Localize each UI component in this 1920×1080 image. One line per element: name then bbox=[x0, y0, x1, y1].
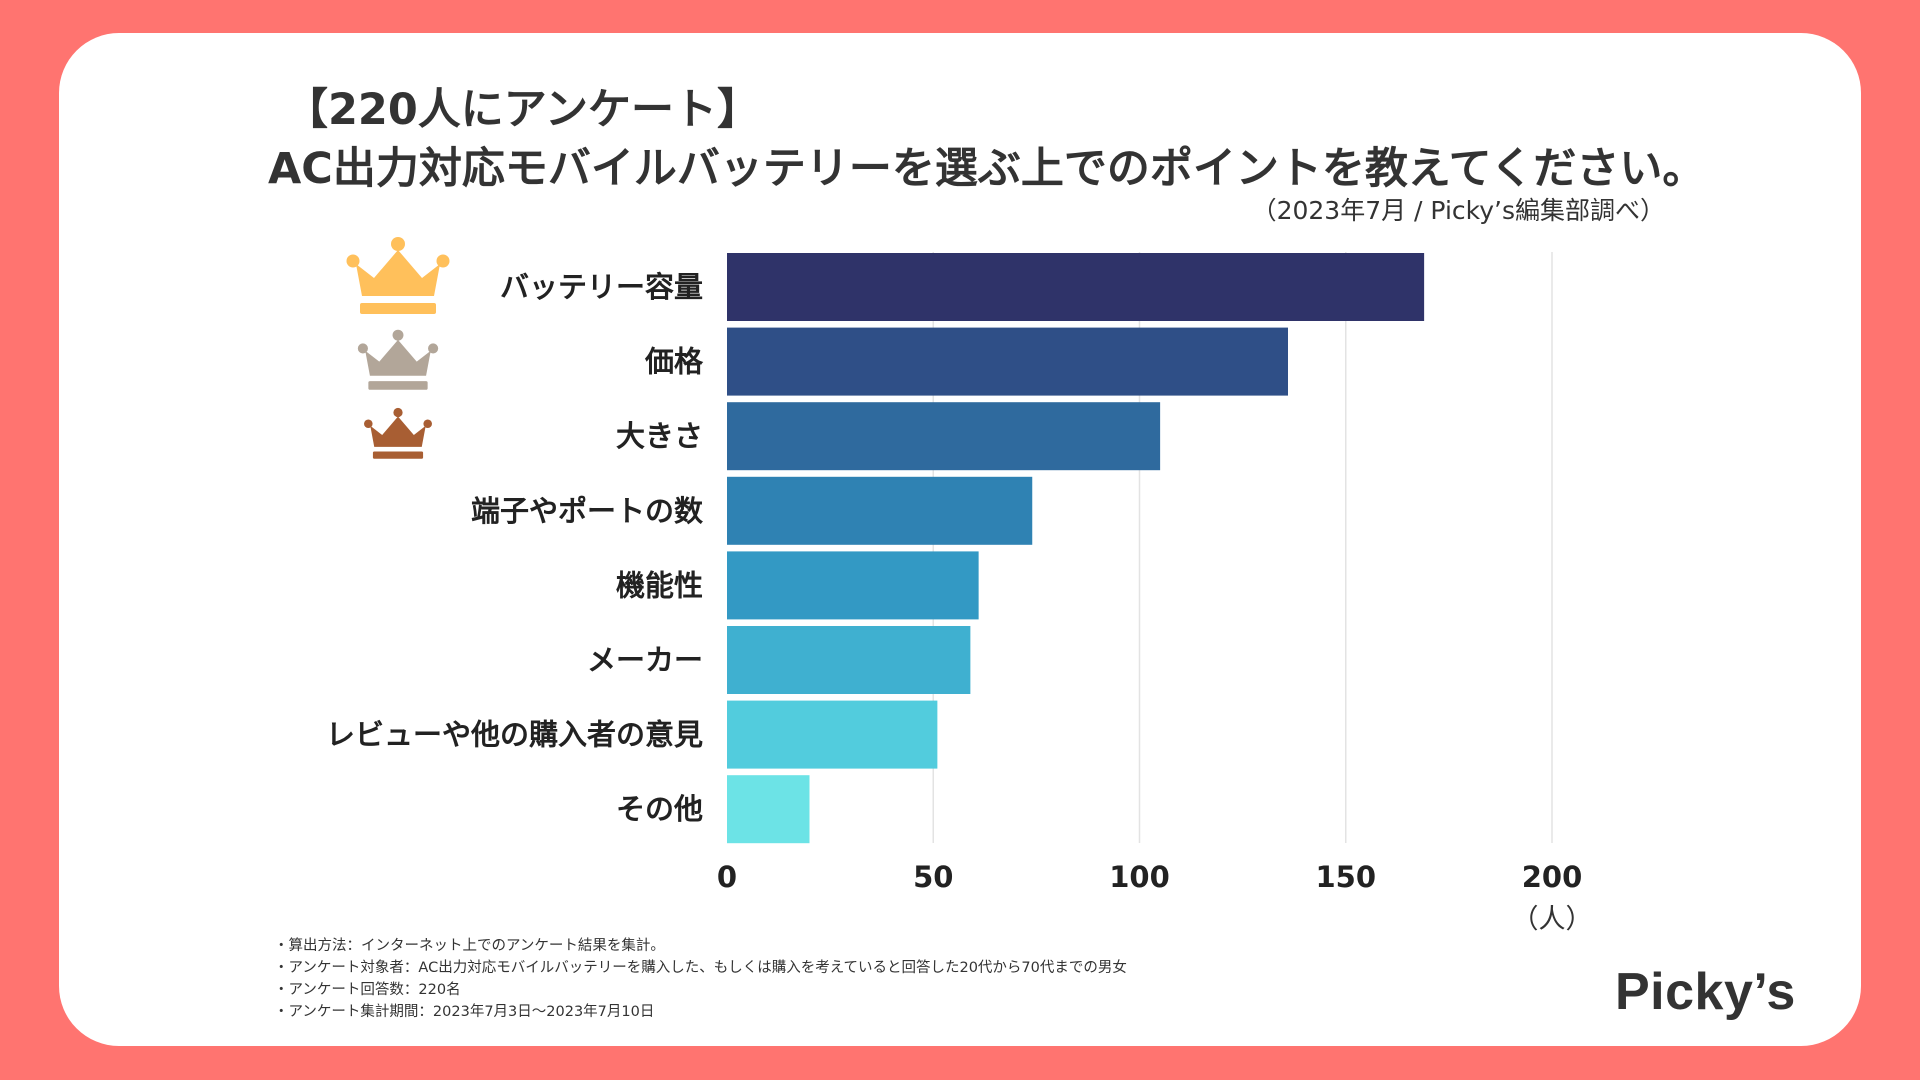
category-label: レビューや他の購入者の意見 bbox=[326, 718, 703, 752]
category-label: メーカー bbox=[587, 643, 703, 677]
note-method: ・算出方法：インターネット上でのアンケート結果を集計。 bbox=[274, 938, 665, 954]
silver-crown-icon bbox=[357, 329, 439, 390]
bar bbox=[727, 402, 1161, 471]
picky-logo: Picky’s bbox=[1615, 963, 1796, 1021]
bar bbox=[727, 775, 810, 844]
category-label: その他 bbox=[616, 792, 703, 826]
category-label: 機能性 bbox=[616, 568, 703, 602]
category-label: 端子やポートの数 bbox=[471, 494, 704, 528]
chart-source: （2023年7月 / Picky’s編集部調べ） bbox=[1251, 196, 1665, 225]
x-tick-label: 50 bbox=[913, 860, 953, 894]
note-period: ・アンケート集計期間：2023年7月3日〜2023年7月10日 bbox=[274, 1004, 655, 1020]
category-label: 大きさ bbox=[616, 419, 703, 453]
bar bbox=[727, 626, 971, 694]
chart-title-line1: 【220人にアンケート】 bbox=[285, 85, 761, 135]
category-label: 価格 bbox=[644, 345, 704, 379]
note-responses: ・アンケート回答数：220名 bbox=[274, 982, 461, 998]
note-target: ・アンケート対象者：AC出力対応モバイルバッテリーを購入した、もしくは購入を考え… bbox=[274, 960, 1127, 976]
bar bbox=[727, 551, 979, 620]
chart-title-line2: AC出力対応モバイルバッテリーを選ぶ上でのポイントを教えてください。 bbox=[268, 144, 1706, 194]
bar bbox=[727, 327, 1288, 396]
bar bbox=[727, 700, 938, 769]
bar bbox=[727, 253, 1425, 321]
bar bbox=[727, 476, 1033, 545]
gold-crown-icon bbox=[346, 237, 450, 314]
bronze-crown-icon bbox=[364, 407, 432, 459]
x-axis-unit-label: （人） bbox=[1512, 904, 1593, 935]
x-tick-label: 200 bbox=[1522, 860, 1583, 894]
x-tick-label: 0 bbox=[717, 860, 737, 894]
survey-notes: ・算出方法：インターネット上でのアンケート結果を集計。 ・アンケート対象者：AC… bbox=[274, 935, 1127, 1023]
category-label: バッテリー容量 bbox=[500, 270, 703, 304]
x-tick-label: 100 bbox=[1109, 860, 1170, 894]
x-tick-label: 150 bbox=[1315, 860, 1376, 894]
